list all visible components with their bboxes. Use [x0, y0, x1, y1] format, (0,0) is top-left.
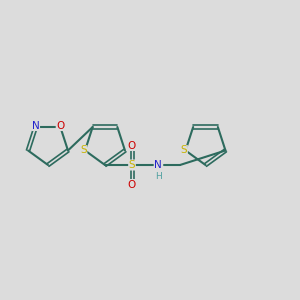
Text: H: H [155, 172, 161, 181]
Text: O: O [128, 140, 136, 151]
Text: S: S [80, 146, 87, 155]
Text: S: S [181, 146, 187, 155]
Text: O: O [128, 179, 136, 190]
Text: N: N [32, 121, 40, 130]
Text: O: O [56, 121, 64, 130]
Text: S: S [129, 160, 135, 170]
Text: N: N [154, 160, 162, 170]
